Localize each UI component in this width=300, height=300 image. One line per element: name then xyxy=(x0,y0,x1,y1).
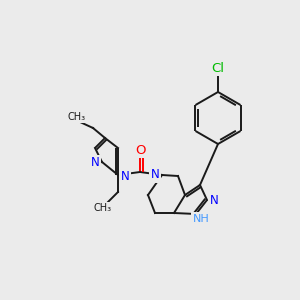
Text: N: N xyxy=(210,194,218,208)
Text: O: O xyxy=(135,143,145,157)
Text: N: N xyxy=(151,169,159,182)
Text: NH: NH xyxy=(193,214,209,224)
Text: Cl: Cl xyxy=(212,61,224,74)
Text: CH₃: CH₃ xyxy=(94,203,112,213)
Text: N: N xyxy=(121,170,129,184)
Text: CH₃: CH₃ xyxy=(68,112,86,122)
Text: N: N xyxy=(91,157,99,169)
